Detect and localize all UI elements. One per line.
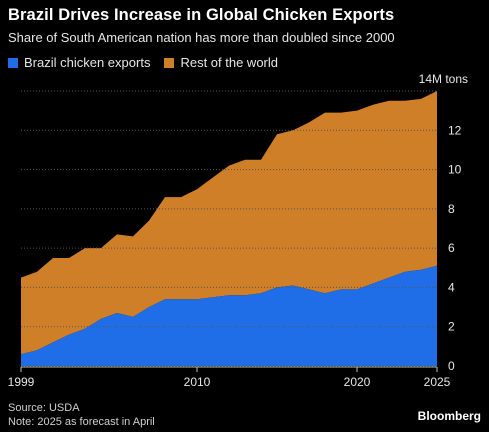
legend: Brazil chicken exports Rest of the world — [8, 55, 278, 70]
legend-item-brazil: Brazil chicken exports — [8, 55, 150, 70]
bloomberg-logo: Bloomberg — [417, 409, 481, 423]
source-text: Source: USDA — [8, 402, 80, 414]
legend-label-rest: Rest of the world — [180, 55, 278, 70]
y-tick-label: 12 — [448, 123, 462, 137]
x-tick-label: 2020 — [344, 375, 371, 389]
y-tick-label: 10 — [448, 163, 462, 177]
x-tick-label: 2025 — [424, 375, 451, 389]
x-tick-label: 2010 — [184, 375, 211, 389]
chart-title: Brazil Drives Increase in Global Chicken… — [8, 6, 395, 24]
legend-swatch-rest — [164, 57, 175, 68]
y-tick-label: 14M tons — [419, 72, 468, 86]
area-brazil — [21, 265, 437, 366]
y-tick-label: 4 — [448, 280, 455, 294]
y-tick-label: 0 — [448, 359, 455, 373]
y-tick-label: 6 — [448, 241, 455, 255]
x-tick-label: 1999 — [8, 375, 35, 389]
legend-item-rest: Rest of the world — [164, 55, 278, 70]
legend-swatch-brazil — [8, 57, 18, 68]
source-note: Source: USDA Note: 2025 as forecast in A… — [8, 401, 155, 429]
area-rest-of-world — [21, 91, 437, 355]
chart-subtitle: Share of South American nation has more … — [8, 30, 395, 45]
y-tick-label: 8 — [448, 202, 455, 216]
y-tick-label: 2 — [448, 320, 455, 334]
note-text: Note: 2025 as forecast in April — [8, 416, 155, 428]
legend-label-brazil: Brazil chicken exports — [24, 55, 151, 70]
